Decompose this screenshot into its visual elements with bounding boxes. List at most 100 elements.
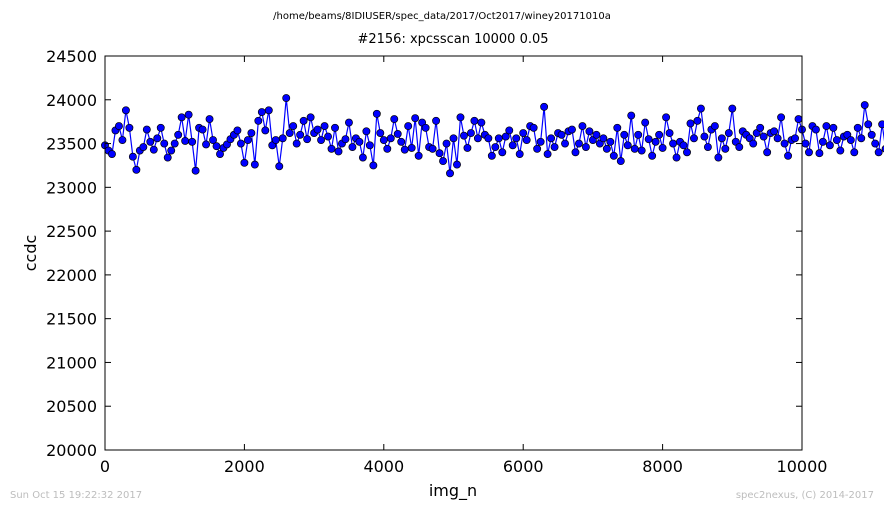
data-point xyxy=(296,130,305,139)
data-point xyxy=(247,129,256,137)
y-tick-label: 23500 xyxy=(46,135,97,154)
y-tick-label: 24000 xyxy=(46,91,97,110)
data-point xyxy=(759,132,768,141)
data-point xyxy=(696,104,705,113)
data-point xyxy=(212,142,221,151)
data-point xyxy=(466,129,475,137)
data-point xyxy=(181,136,190,145)
x-tick-label: 6000 xyxy=(503,457,544,476)
data-point xyxy=(442,139,451,148)
data-point xyxy=(724,129,733,137)
data-point xyxy=(202,140,211,149)
data-point xyxy=(508,141,517,150)
data-point xyxy=(822,122,831,130)
data-point xyxy=(372,109,381,118)
data-point xyxy=(261,126,270,135)
data-point xyxy=(428,144,437,153)
data-point xyxy=(334,147,343,156)
data-point xyxy=(791,134,799,143)
data-point xyxy=(494,134,503,143)
x-tick-label: 10000 xyxy=(777,457,828,476)
data-point xyxy=(250,160,259,169)
data-point xyxy=(463,143,472,152)
x-axis-label: img_n xyxy=(429,481,477,501)
data-point xyxy=(710,122,719,130)
data-point xyxy=(756,123,765,132)
data-series xyxy=(101,94,884,178)
data-point xyxy=(581,143,590,152)
data-point xyxy=(568,125,576,134)
data-point xyxy=(282,94,291,102)
data-point xyxy=(121,106,130,115)
data-point xyxy=(801,139,810,148)
data-point xyxy=(620,130,629,139)
data-point xyxy=(644,135,653,144)
y-tick-label: 20500 xyxy=(46,397,97,416)
data-point xyxy=(648,151,657,160)
data-point xyxy=(505,126,514,135)
data-point xyxy=(435,149,444,158)
data-point xyxy=(358,153,367,162)
data-point xyxy=(432,116,441,125)
data-point xyxy=(299,116,308,125)
data-point xyxy=(236,139,245,148)
data-point xyxy=(188,137,197,146)
chart-supertitle: /home/beams/8IDIUSER/spec_data/2017/Oct2… xyxy=(273,11,611,22)
data-point xyxy=(142,125,151,134)
data-point xyxy=(533,144,542,153)
data-point xyxy=(637,146,646,155)
data-point xyxy=(763,148,772,157)
data-point xyxy=(700,132,709,141)
data-point xyxy=(630,144,639,153)
data-point xyxy=(547,134,556,143)
data-point xyxy=(320,122,329,130)
data-point xyxy=(825,141,834,150)
data-point xyxy=(341,135,350,144)
data-point xyxy=(386,134,395,143)
data-point xyxy=(599,134,608,143)
data-point xyxy=(125,123,134,132)
data-point xyxy=(376,129,385,137)
data-point xyxy=(404,122,413,130)
x-tick-label: 8000 xyxy=(642,457,683,476)
data-point xyxy=(411,114,420,123)
data-point xyxy=(850,148,859,157)
data-point xyxy=(348,143,357,152)
data-point xyxy=(156,123,165,132)
data-point xyxy=(571,148,580,157)
data-point xyxy=(118,136,127,144)
data-point xyxy=(522,136,531,144)
data-point xyxy=(602,144,611,153)
footer-credit: spec2nexus, (C) 2014-2017 xyxy=(736,490,874,501)
plot-area xyxy=(101,94,884,178)
data-point xyxy=(773,134,782,143)
data-point xyxy=(243,136,252,144)
data-point xyxy=(345,118,353,127)
data-point xyxy=(149,145,158,154)
data-point xyxy=(174,130,183,139)
x-tick-label: 4000 xyxy=(363,457,404,476)
plot-frame xyxy=(104,55,803,451)
data-point xyxy=(414,151,423,160)
data-point xyxy=(874,148,883,157)
y-tick-label: 22500 xyxy=(46,222,97,241)
data-point xyxy=(557,130,566,139)
data-point xyxy=(254,116,263,125)
data-point xyxy=(717,134,726,143)
data-point xyxy=(794,115,803,123)
data-point xyxy=(846,136,855,144)
data-point xyxy=(805,148,813,157)
data-point xyxy=(146,137,155,146)
data-point xyxy=(132,165,141,174)
data-point xyxy=(383,144,392,153)
data-point xyxy=(327,144,336,153)
data-point xyxy=(811,125,820,134)
data-point xyxy=(317,136,326,144)
y-tick-label: 21000 xyxy=(46,353,97,372)
data-point xyxy=(543,150,552,159)
data-point xyxy=(303,135,312,144)
data-point xyxy=(690,134,698,143)
data-point xyxy=(306,113,315,122)
data-point xyxy=(128,152,137,161)
data-point xyxy=(446,169,454,178)
